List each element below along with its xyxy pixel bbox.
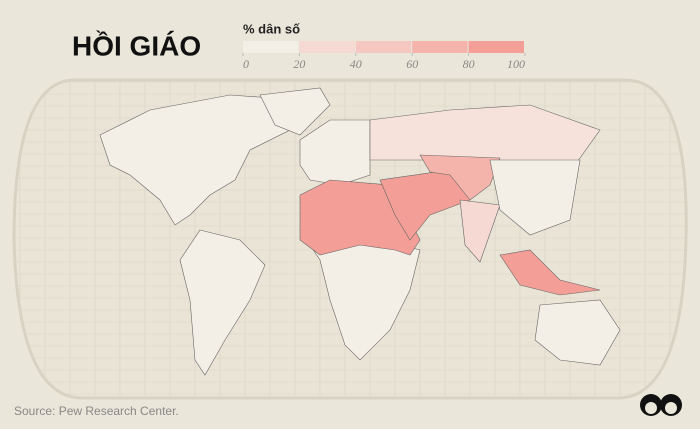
legend-swatch [243, 41, 299, 53]
legend-tick-label: 60 [406, 57, 418, 71]
title: HỒI GIÁO [72, 30, 201, 61]
east-asia [489, 159, 581, 236]
legend-tick-label: 40 [350, 57, 362, 71]
legend-swatch [412, 41, 468, 53]
legend-tick-label: 80 [463, 57, 475, 71]
europe [299, 119, 371, 186]
legend-tick-label: 20 [293, 57, 305, 71]
logo [640, 394, 682, 416]
south-asia [459, 199, 501, 263]
north-america [99, 94, 301, 226]
greenland [259, 87, 331, 136]
countries [99, 87, 621, 376]
legend-swatch [468, 41, 524, 53]
legend-swatch [299, 41, 355, 53]
source: Source: Pew Research Center. [14, 404, 179, 418]
legend-tick-label: 0 [243, 57, 249, 71]
legend-swatch [355, 41, 412, 53]
south-america [179, 229, 266, 376]
legend-tick-label: 100 [507, 57, 525, 71]
central-asia [419, 154, 501, 201]
indonesia [499, 249, 601, 296]
australia [534, 299, 621, 366]
legend-label: % dân số [243, 21, 300, 36]
